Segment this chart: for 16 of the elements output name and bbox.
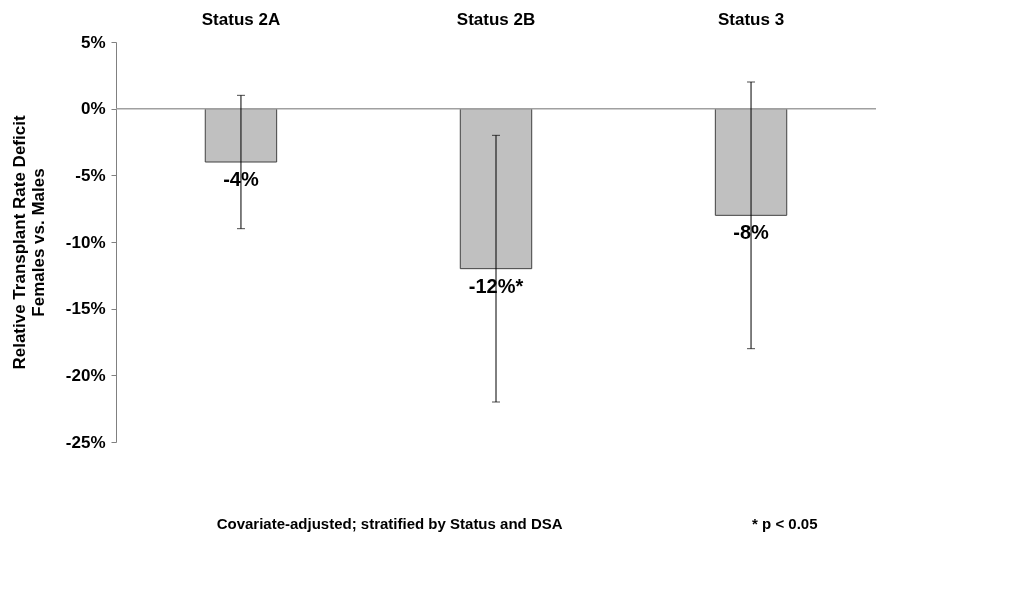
y-tick-label: 5%: [80, 32, 106, 52]
x-tick-label: Status 2A: [201, 9, 281, 29]
data-label: -12%*: [468, 274, 524, 297]
x-tick-label: Status 3: [717, 9, 785, 29]
y-tick-label: -15%: [65, 299, 106, 319]
y-tick-label: 0%: [80, 99, 106, 119]
y-tick-label: -5%: [75, 165, 106, 185]
text: * p < 0.05: [752, 515, 818, 532]
data-label: -4%: [223, 168, 259, 190]
y-tick-label: -25%: [65, 432, 106, 452]
y-tick-label: -10%: [65, 232, 106, 252]
x-tick-label: Status 2B: [456, 9, 536, 29]
y-axis-title: Relative Transplant Rate Deficit Females vs. Males: [9, 115, 48, 370]
y-tick-label: -20%: [65, 365, 106, 385]
data-label: -8%: [733, 221, 770, 244]
text: Covariate-adjusted; stratified by Status and DSA: [216, 515, 563, 532]
